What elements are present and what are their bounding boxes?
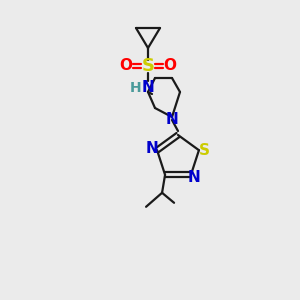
Text: O: O <box>164 58 176 74</box>
Text: O: O <box>119 58 133 74</box>
Text: S: S <box>142 57 154 75</box>
Text: N: N <box>142 80 154 95</box>
Text: N: N <box>188 170 200 185</box>
Text: N: N <box>146 141 158 156</box>
Text: S: S <box>198 143 209 158</box>
Text: N: N <box>166 112 178 127</box>
Text: H: H <box>130 81 142 95</box>
